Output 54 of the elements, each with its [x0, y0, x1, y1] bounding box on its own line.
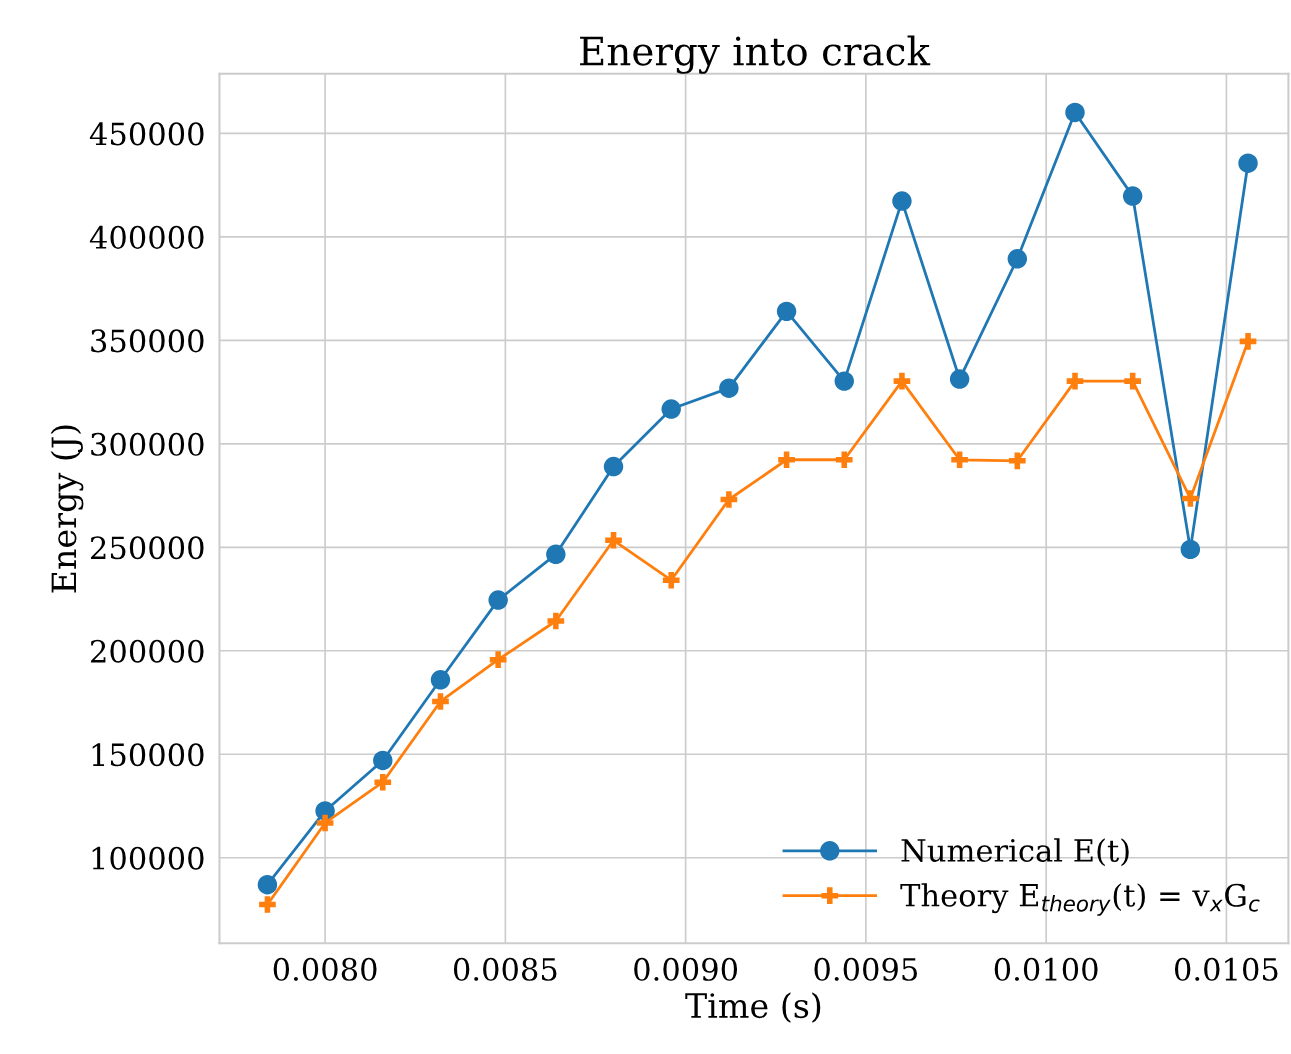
y-tick-label: 450000 — [89, 122, 204, 146]
point — [892, 191, 912, 211]
point — [605, 531, 622, 549]
y-tick-label: 350000 — [91, 329, 204, 353]
point — [1239, 333, 1257, 350]
y-tick-label: 400000 — [89, 225, 204, 249]
x-tick-label: 0.0080 — [273, 957, 377, 981]
legend-label: Theory E$_{theory}$(t) = v$_{x}$G$_{c}$ — [900, 883, 1260, 916]
point — [373, 750, 393, 771]
x-tick-label: 0.0105 — [1174, 957, 1278, 981]
point — [488, 590, 508, 610]
y-tick-label: 100000 — [92, 846, 204, 870]
point — [374, 773, 392, 791]
y-tick-label: 250000 — [91, 536, 204, 560]
point — [316, 814, 334, 832]
point — [1008, 452, 1026, 470]
point — [1182, 490, 1199, 507]
point — [1066, 372, 1084, 390]
point — [603, 456, 624, 477]
point — [834, 371, 854, 391]
point — [835, 451, 853, 469]
point — [1124, 372, 1142, 390]
x-tick-label: 0.0100 — [994, 957, 1098, 981]
point — [1238, 153, 1258, 173]
x-tick-label: 0.0090 — [634, 957, 738, 981]
point — [893, 372, 911, 390]
x-tick-label: 0.0095 — [814, 957, 917, 981]
x-tick-label: 0.0085 — [453, 957, 557, 981]
y-tick-label: 200000 — [91, 639, 204, 663]
y-tick-label: 300000 — [91, 432, 204, 456]
point — [778, 451, 795, 469]
point — [432, 693, 449, 710]
point — [776, 301, 797, 322]
point — [1122, 186, 1143, 206]
point — [257, 874, 278, 895]
point — [1065, 102, 1085, 123]
y-tick-label: 150000 — [92, 743, 204, 767]
point — [489, 651, 507, 669]
point — [1007, 249, 1028, 269]
x-axis-title: Time (s) — [685, 992, 821, 1023]
point — [719, 378, 739, 398]
point — [259, 896, 276, 913]
point — [662, 571, 680, 589]
point — [661, 399, 681, 419]
point — [951, 451, 968, 469]
legend-label: Numerical E(t) — [901, 838, 1129, 867]
point — [949, 369, 970, 389]
point — [1180, 539, 1201, 560]
chart-title: Energy into crack — [580, 35, 931, 74]
point — [720, 491, 738, 508]
point — [546, 544, 566, 565]
point — [547, 612, 565, 630]
y-axis-title: Energy (J) — [50, 425, 84, 593]
point — [430, 670, 451, 690]
